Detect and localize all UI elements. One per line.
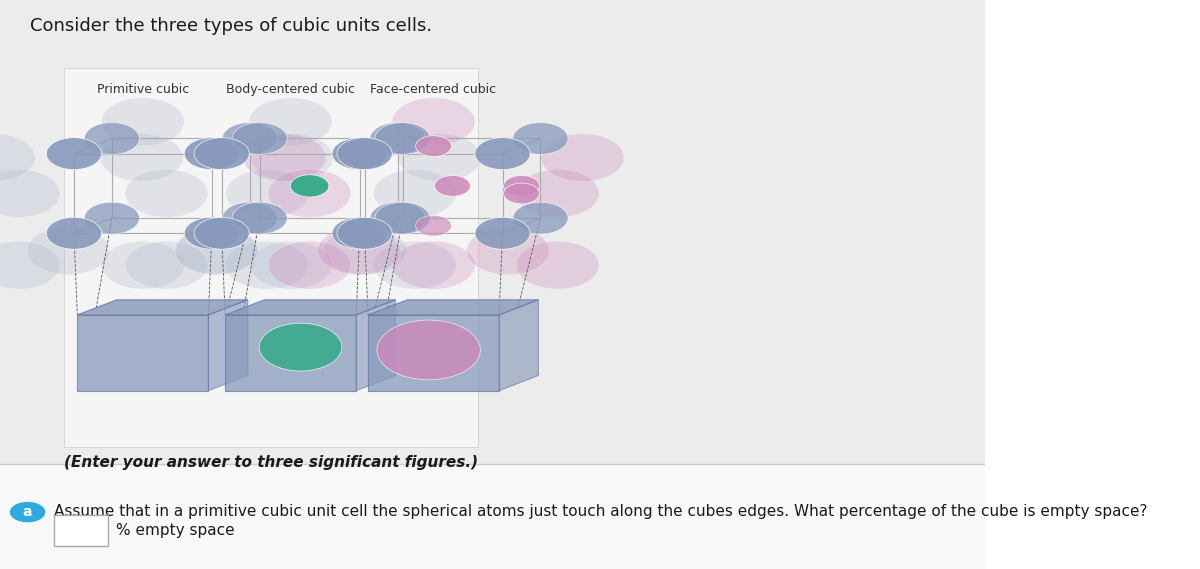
Circle shape [185, 217, 240, 249]
Circle shape [377, 320, 480, 380]
Text: Face-centered cubic: Face-centered cubic [371, 83, 497, 96]
Circle shape [512, 122, 568, 154]
Circle shape [175, 227, 258, 275]
Polygon shape [226, 300, 396, 315]
FancyBboxPatch shape [0, 0, 985, 464]
Circle shape [102, 241, 185, 289]
Circle shape [541, 134, 624, 182]
Polygon shape [209, 300, 247, 391]
Circle shape [516, 241, 599, 289]
Text: (Enter your answer to three significant figures.): (Enter your answer to three significant … [64, 455, 478, 470]
Circle shape [324, 227, 407, 275]
Circle shape [222, 122, 277, 154]
Circle shape [10, 502, 46, 522]
Circle shape [332, 138, 388, 170]
Text: % empty space: % empty space [116, 523, 235, 538]
Circle shape [318, 227, 401, 275]
Circle shape [504, 175, 540, 196]
Circle shape [268, 241, 350, 289]
Circle shape [290, 175, 329, 197]
Circle shape [434, 175, 470, 196]
Polygon shape [226, 315, 356, 391]
Circle shape [232, 202, 287, 234]
Circle shape [415, 215, 451, 236]
Circle shape [337, 138, 392, 170]
Circle shape [392, 98, 475, 146]
Circle shape [251, 134, 334, 182]
Circle shape [84, 202, 139, 234]
Circle shape [232, 122, 287, 154]
Text: Body-centered cubic: Body-centered cubic [226, 83, 355, 96]
Circle shape [398, 134, 481, 182]
Polygon shape [368, 315, 499, 391]
Circle shape [512, 202, 568, 234]
Circle shape [467, 227, 550, 275]
Circle shape [415, 136, 451, 156]
Circle shape [125, 170, 208, 217]
Circle shape [516, 170, 599, 217]
Text: Assume that in a primitive cubic unit cell the spherical atoms just touch along : Assume that in a primitive cubic unit ce… [54, 504, 1147, 518]
FancyBboxPatch shape [54, 515, 108, 546]
Circle shape [226, 241, 308, 289]
Circle shape [475, 138, 530, 170]
Text: Consider the three types of cubic units cells.: Consider the three types of cubic units … [30, 17, 432, 35]
Circle shape [259, 323, 342, 371]
Circle shape [226, 170, 308, 217]
Circle shape [373, 170, 456, 217]
Text: Primitive cubic: Primitive cubic [97, 83, 190, 96]
Circle shape [176, 227, 259, 275]
Circle shape [194, 217, 250, 249]
Polygon shape [368, 300, 539, 315]
Circle shape [125, 241, 208, 289]
FancyBboxPatch shape [0, 464, 985, 569]
Circle shape [392, 241, 475, 289]
Polygon shape [77, 315, 209, 391]
Circle shape [84, 122, 139, 154]
Circle shape [337, 217, 392, 249]
Circle shape [370, 122, 425, 154]
Circle shape [244, 134, 326, 182]
Circle shape [26, 227, 109, 275]
Circle shape [47, 217, 102, 249]
Circle shape [0, 170, 60, 217]
Circle shape [250, 241, 332, 289]
Polygon shape [356, 300, 396, 391]
Circle shape [374, 202, 430, 234]
Circle shape [102, 98, 185, 146]
Circle shape [194, 138, 250, 170]
Circle shape [101, 134, 184, 182]
Polygon shape [499, 300, 539, 391]
Circle shape [332, 217, 388, 249]
Circle shape [268, 170, 350, 217]
FancyBboxPatch shape [64, 68, 478, 447]
Circle shape [0, 241, 60, 289]
Circle shape [185, 138, 240, 170]
Circle shape [374, 122, 430, 154]
Circle shape [222, 202, 277, 234]
Circle shape [373, 241, 456, 289]
Circle shape [0, 134, 35, 182]
Circle shape [475, 217, 530, 249]
Polygon shape [77, 300, 247, 315]
Circle shape [250, 98, 332, 146]
Circle shape [370, 202, 425, 234]
Text: a: a [23, 505, 32, 519]
Circle shape [504, 183, 540, 204]
Circle shape [47, 138, 102, 170]
